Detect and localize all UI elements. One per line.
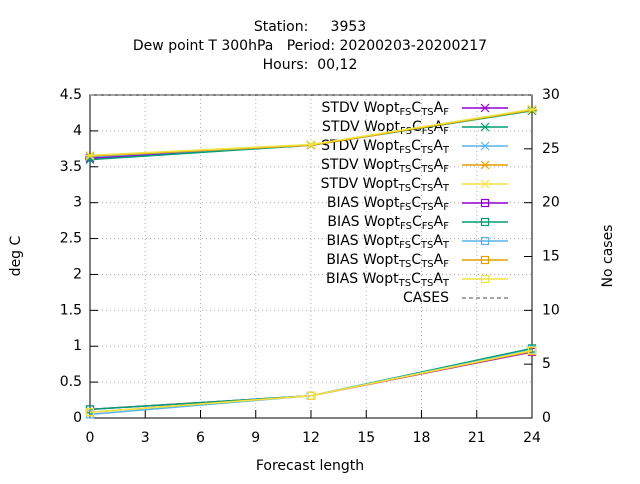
legend-label: BIAS WoptFSCTSAT bbox=[327, 233, 450, 251]
series-line bbox=[89, 349, 533, 414]
y-tick-label: 3.5 bbox=[60, 159, 82, 175]
legend-label: BIAS WoptFSCFSAF bbox=[327, 214, 449, 232]
y2-tick-label: 30 bbox=[542, 87, 560, 103]
chart-title: Station: 3953 bbox=[254, 19, 366, 35]
marker bbox=[480, 103, 490, 113]
x-tick-label: 12 bbox=[302, 430, 320, 446]
marker bbox=[480, 198, 490, 208]
marker bbox=[306, 140, 316, 149]
x-tick-label: 6 bbox=[196, 430, 205, 446]
marker bbox=[480, 217, 490, 227]
x-tick-label: 0 bbox=[86, 430, 95, 446]
x-tick-label: 18 bbox=[413, 430, 431, 446]
y-tick-label: 3 bbox=[73, 195, 82, 211]
marker bbox=[480, 255, 490, 265]
y-tick-label: 0.5 bbox=[60, 374, 82, 390]
y-tick-label: 0 bbox=[73, 410, 82, 426]
marker bbox=[480, 179, 490, 189]
marker bbox=[480, 236, 490, 246]
marker bbox=[527, 104, 537, 114]
marker bbox=[480, 141, 490, 151]
marker bbox=[480, 122, 490, 132]
chart-title: Hours: 00,12 bbox=[263, 57, 358, 73]
x-tick-label: 15 bbox=[357, 430, 375, 446]
y2-axis-label: No cases bbox=[600, 225, 616, 288]
x-tick-label: 24 bbox=[523, 430, 541, 446]
marker bbox=[306, 391, 316, 400]
y-tick-label: 4.5 bbox=[60, 87, 82, 103]
x-tick-label: 9 bbox=[251, 430, 260, 446]
y-tick-label: 1 bbox=[73, 338, 82, 354]
y2-tick-label: 0 bbox=[542, 410, 551, 426]
chart-title: Dew point T 300hPa Period: 20200203-2020… bbox=[133, 38, 487, 54]
y-tick-label: 2.5 bbox=[60, 231, 82, 247]
legend-label: STDV WoptTSCTSAF bbox=[321, 157, 449, 175]
y2-tick-label: 10 bbox=[542, 302, 560, 318]
y2-tick-label: 20 bbox=[542, 195, 560, 211]
marker bbox=[85, 408, 95, 417]
y-tick-label: 2 bbox=[73, 266, 82, 282]
marker bbox=[480, 274, 490, 284]
y2-tick-label: 15 bbox=[542, 249, 560, 265]
legend-label: BIAS WoptTSCTSAT bbox=[326, 271, 450, 289]
x-tick-label: 3 bbox=[141, 430, 150, 446]
y2-tick-label: 25 bbox=[542, 141, 560, 157]
marker bbox=[85, 150, 95, 160]
legend-label: BIAS WoptTSCTSAF bbox=[326, 252, 449, 270]
marker bbox=[480, 160, 490, 170]
legend-label: BIAS WoptFSCTSAF bbox=[327, 195, 449, 213]
y-tick-label: 1.5 bbox=[60, 302, 82, 318]
legend-label: STDV WoptFSCTSAF bbox=[322, 100, 450, 118]
legend-label: CASES bbox=[403, 290, 449, 306]
legend-label: STDV WoptTSCTSAT bbox=[321, 176, 450, 194]
x-axis-label: Forecast length bbox=[256, 458, 364, 474]
marker bbox=[527, 346, 537, 355]
y-axis-label: deg C bbox=[8, 235, 24, 276]
y2-tick-label: 5 bbox=[542, 356, 551, 372]
x-tick-label: 21 bbox=[468, 430, 486, 446]
legend-label: STDV WoptFSCTSAT bbox=[321, 138, 450, 156]
y-tick-label: 4 bbox=[73, 123, 82, 139]
